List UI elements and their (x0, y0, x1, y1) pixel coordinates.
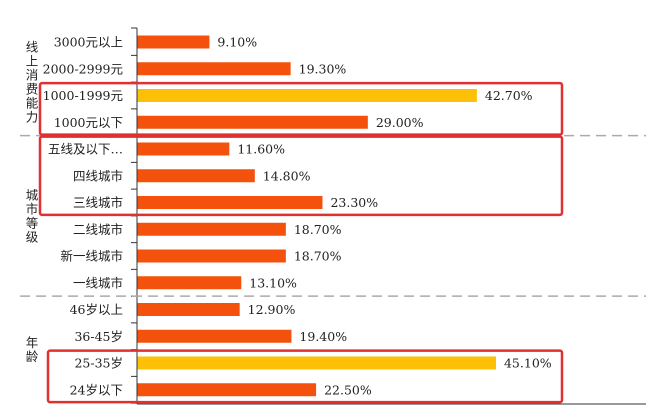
highlight-box (46, 349, 564, 404)
category-label: 新一线城市 (60, 249, 123, 264)
category-label: 2000-2999元 (43, 61, 123, 76)
category-label: 1000元以下 (54, 115, 123, 130)
group-label: 能 (26, 96, 39, 111)
value-label: 23.30% (330, 195, 378, 210)
category-label: 二线城市 (73, 222, 123, 237)
value-label: 13.10% (249, 275, 297, 290)
bar (137, 35, 210, 49)
group-label: 力 (26, 110, 39, 125)
bar (137, 142, 230, 156)
value-label: 19.40% (299, 329, 347, 344)
bar (137, 222, 286, 236)
bar (137, 115, 368, 129)
category-label: 1000-1999元 (43, 88, 123, 103)
category-label: 3000元以上 (54, 35, 123, 50)
bar (137, 356, 496, 370)
value-label: 12.90% (248, 302, 296, 317)
group-label: 等 (26, 215, 39, 230)
category-label: 一线城市 (73, 275, 123, 290)
group-label: 消 (26, 68, 39, 83)
value-label: 9.10% (217, 35, 257, 50)
value-label: 42.70% (485, 88, 533, 103)
value-label: 45.10% (504, 356, 552, 371)
bar (137, 89, 477, 102)
value-label: 22.50% (324, 382, 372, 397)
group-label: 费 (26, 82, 39, 97)
bar (137, 329, 292, 343)
value-label: 19.30% (299, 61, 347, 76)
category-label: 三线城市 (73, 195, 123, 210)
category-label: 四线城市 (73, 168, 123, 183)
value-label: 29.00% (376, 115, 424, 130)
group-label: 线 (26, 40, 39, 55)
bar (137, 196, 323, 209)
category-label: 46岁以上 (70, 302, 123, 317)
category-label: 36-45岁 (74, 329, 123, 344)
category-label: 五线及以下… (48, 142, 123, 157)
bar (137, 62, 291, 76)
value-label: 14.80% (263, 168, 311, 183)
bar (137, 383, 317, 397)
category-label: 25-35岁 (74, 356, 123, 371)
bar (137, 276, 242, 290)
value-label: 18.70% (294, 222, 342, 237)
value-label: 11.60% (237, 142, 285, 157)
group-label: 市 (26, 201, 39, 216)
highlight-box (38, 81, 564, 136)
group-label: 级 (26, 229, 39, 244)
group-label: 龄 (26, 349, 39, 364)
value-label: 18.70% (294, 249, 342, 264)
group-label: 上 (26, 54, 39, 69)
highlight-box (38, 135, 564, 217)
category-label: 24岁以下 (70, 382, 123, 397)
group-label: 城 (26, 187, 39, 202)
bar (137, 249, 286, 263)
bar (137, 169, 255, 183)
group-label: 年 (26, 335, 39, 350)
bar (137, 303, 240, 316)
